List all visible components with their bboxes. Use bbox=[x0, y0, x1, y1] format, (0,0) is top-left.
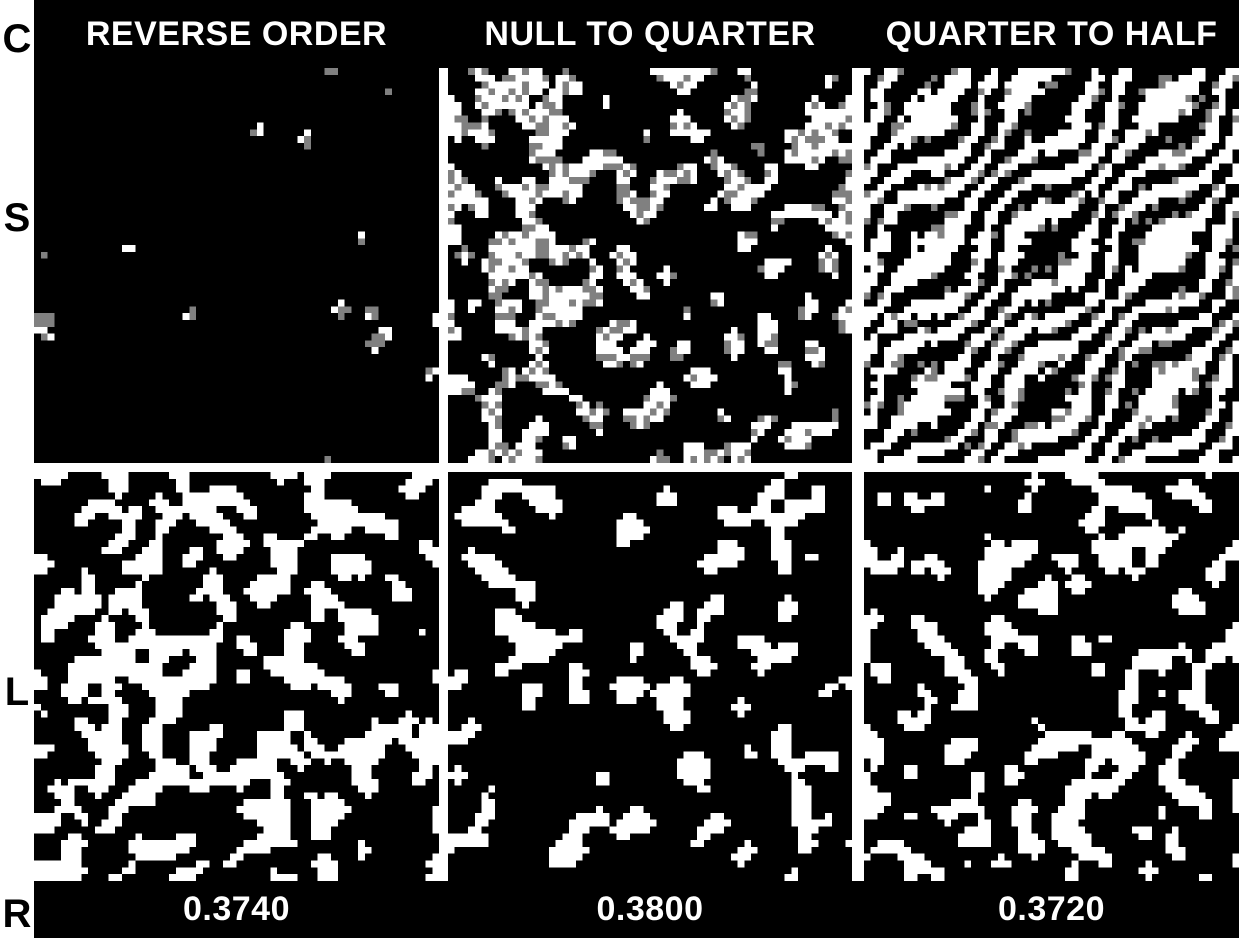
column-title-reverse-order: REVERSE ORDER bbox=[85, 14, 388, 53]
pattern-s-null-to-quarter bbox=[448, 68, 852, 463]
row-label-s: S bbox=[3, 196, 31, 240]
pattern-l-reverse-order bbox=[34, 472, 439, 881]
value-reverse-order: 0.3740 bbox=[183, 890, 290, 928]
row-label-c: C bbox=[2, 17, 32, 61]
value-footer-bar: 0.3740 0.3800 0.3720 bbox=[34, 881, 1239, 938]
column-title-null-to-quarter: NULL TO QUARTER bbox=[484, 14, 816, 53]
pattern-l-null-to-quarter bbox=[448, 472, 852, 881]
row-label-r: R bbox=[2, 892, 32, 936]
column-title-quarter-to-half: QUARTER TO HALF bbox=[885, 14, 1218, 53]
pattern-l-quarter-to-half bbox=[864, 472, 1239, 881]
row-label-l: L bbox=[4, 670, 30, 714]
pattern-s-reverse-order bbox=[34, 68, 439, 463]
value-quarter-to-half: 0.3720 bbox=[998, 890, 1105, 928]
column-header-bar: REVERSE ORDER NULL TO QUARTER QUARTER TO… bbox=[34, 0, 1239, 68]
pattern-s-quarter-to-half bbox=[864, 68, 1239, 463]
value-null-to-quarter: 0.3800 bbox=[596, 890, 704, 928]
